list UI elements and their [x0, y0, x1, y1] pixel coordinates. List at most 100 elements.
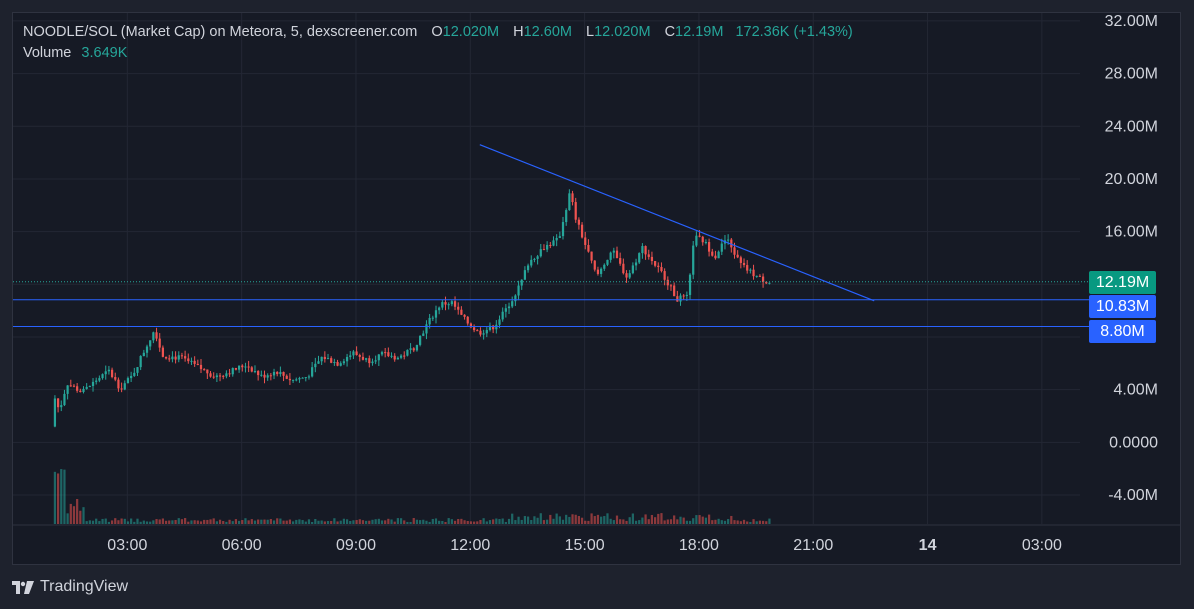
volume-bar — [749, 521, 752, 524]
tradingview-brand[interactable]: TradingView — [12, 577, 128, 597]
volume-bar — [184, 518, 187, 524]
price-axis-tick-label: -4.00M — [1108, 487, 1158, 504]
volume-bar — [444, 521, 447, 524]
volume-bar — [622, 519, 625, 524]
volume-bar — [577, 516, 581, 524]
volume-bar — [91, 520, 95, 524]
volume-bar — [615, 515, 619, 524]
candle-body — [76, 386, 79, 391]
volume-bar — [765, 521, 768, 524]
volume-bar — [768, 518, 771, 524]
candle-body — [415, 344, 419, 351]
volume-bar — [269, 519, 272, 524]
volume-bar — [606, 513, 609, 524]
volume-bar — [180, 519, 184, 524]
candle-body — [657, 265, 660, 267]
time-axis[interactable]: 03:00 06:00 09:00 12:00 15:00 18:00 21:00 14 03:… — [107, 537, 1062, 554]
chart-frame[interactable] — [12, 12, 1181, 565]
candle-body — [561, 222, 565, 237]
candle-body — [320, 356, 323, 362]
candle-body — [571, 193, 574, 203]
candle-body — [765, 282, 768, 284]
volume-bar — [412, 518, 415, 524]
candle-body — [460, 309, 463, 315]
volume-bar — [517, 516, 520, 524]
candle-body — [117, 379, 120, 389]
candle-body — [412, 348, 415, 351]
grid-lines — [13, 13, 1181, 526]
candle-body — [107, 369, 111, 372]
volume-bar — [530, 520, 533, 524]
volume-bar — [558, 516, 561, 524]
candle-body — [615, 250, 619, 259]
candle-body — [752, 269, 755, 277]
volume-bar — [301, 520, 304, 524]
level-price-badge[interactable]: 10.83M — [1089, 294, 1156, 318]
candle-body — [139, 356, 142, 368]
candle-body — [272, 371, 276, 376]
volume-bar — [568, 516, 571, 524]
candle-body — [168, 358, 171, 360]
candle-body — [768, 282, 771, 284]
volume-bar — [565, 514, 568, 524]
candle-body — [95, 380, 98, 382]
volume-bar — [358, 519, 361, 524]
candle-body — [469, 323, 473, 328]
volume-bar — [272, 520, 276, 524]
horizontal-levels[interactable] — [13, 281, 1089, 327]
candle-body — [263, 374, 266, 378]
price-axis[interactable]: 32.00M 28.00M 24.00M 20.00M 16.00M 4.00M 0.000… — [1105, 13, 1158, 504]
candle-body — [196, 363, 199, 365]
volume-bar — [514, 520, 517, 524]
volume-bar — [609, 518, 612, 524]
volume-bar — [253, 520, 257, 524]
volume-bar — [390, 519, 393, 524]
candle-body — [368, 358, 371, 364]
volume-bar — [333, 518, 336, 524]
volume-bar — [212, 518, 215, 524]
volume-bar — [60, 469, 63, 524]
candle-body — [253, 371, 257, 373]
candle-body — [733, 247, 736, 255]
candle-body — [739, 257, 742, 263]
volume-bar — [472, 521, 476, 524]
candle-body — [250, 367, 253, 372]
candle-body — [746, 265, 749, 271]
level-price-badge[interactable]: 8.80M — [1089, 319, 1156, 343]
volume-bar — [399, 518, 403, 524]
volume-bar — [361, 520, 365, 524]
volume-bar — [95, 518, 98, 524]
volume-bar — [701, 516, 704, 524]
candle-body — [130, 375, 133, 379]
candle-body — [88, 386, 91, 388]
candle-body — [285, 375, 288, 379]
volume-bar — [228, 519, 231, 524]
trend-line[interactable] — [479, 144, 875, 302]
volume-bar — [641, 517, 644, 524]
volume-bar — [203, 519, 206, 524]
candle-body — [685, 294, 688, 296]
volume-bar — [752, 519, 755, 524]
candle-body — [584, 237, 587, 245]
volume-bar — [279, 518, 282, 524]
volume-bar — [638, 520, 641, 524]
volume-bar — [571, 514, 574, 524]
candle-body — [727, 239, 730, 241]
candle-body — [498, 319, 501, 325]
volume-bar — [644, 514, 647, 524]
volume-bar — [231, 521, 234, 524]
volume-bar — [580, 517, 584, 524]
volume-bar — [415, 519, 419, 524]
candle-body — [530, 259, 533, 266]
chart-legend: NOODLE/SOL (Market Cap) on Meteora, 5, d… — [23, 24, 853, 40]
volume-bar — [660, 513, 663, 524]
volume-bar — [542, 520, 546, 524]
candle-body — [190, 360, 193, 362]
volume-bar — [291, 521, 295, 524]
candle-body — [110, 369, 114, 378]
volume-bar — [600, 516, 603, 524]
candle-body — [114, 377, 117, 380]
volume-bar — [758, 520, 762, 524]
candle-body — [650, 256, 654, 262]
